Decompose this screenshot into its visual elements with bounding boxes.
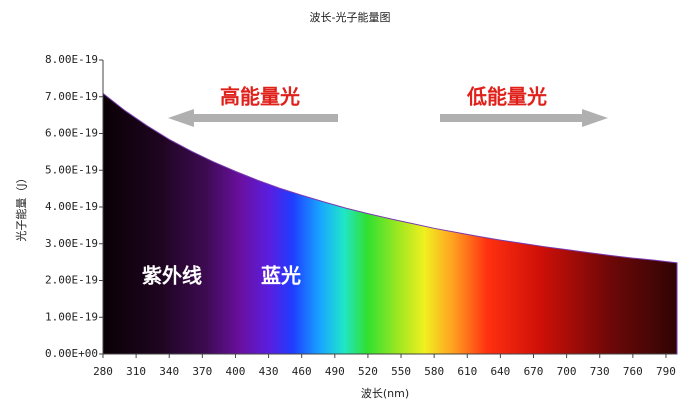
- x-tick-label: 460: [292, 365, 312, 378]
- x-tick-label: 430: [259, 365, 279, 378]
- x-tick-label: 400: [226, 365, 246, 378]
- y-tick-label: 2.00E-19: [45, 274, 98, 287]
- x-tick-label: 340: [159, 365, 179, 378]
- x-tick-label: 730: [590, 365, 610, 378]
- y-tick-label: 7.00E-19: [45, 90, 98, 103]
- annotation: 低能量光: [466, 85, 547, 109]
- y-tick-label: 0.00E+00: [45, 347, 98, 360]
- x-tick-label: 700: [557, 365, 577, 378]
- x-tick-label: 490: [325, 365, 345, 378]
- plot-area: [102, 92, 678, 355]
- x-tick-label: 520: [358, 365, 378, 378]
- y-tick-label: 6.00E-19: [45, 127, 98, 140]
- x-axis-label: 波长(nm): [361, 387, 409, 400]
- annotation: 蓝光: [261, 264, 301, 288]
- x-tick-label: 640: [490, 365, 510, 378]
- x-tick-label: 670: [524, 365, 544, 378]
- area: [102, 92, 678, 355]
- arrows: [168, 109, 608, 127]
- x-tick-label: 580: [424, 365, 444, 378]
- y-tick-label: 5.00E-19: [45, 163, 98, 176]
- annotation: 高能量光: [220, 85, 300, 109]
- chart-title: 波长-光子能量图: [310, 10, 391, 24]
- x-tick-label: 280: [93, 365, 113, 378]
- annotation: 紫外线: [142, 264, 202, 288]
- x-tick-label: 550: [391, 365, 411, 378]
- x-tick-label: 610: [457, 365, 477, 378]
- x-tick-label: 310: [126, 365, 146, 378]
- y-axis-label: 光子能量（J）: [14, 172, 28, 241]
- x-tick-label: 370: [192, 365, 212, 378]
- y-tick-label: 3.00E-19: [45, 237, 98, 250]
- y-tick-label: 4.00E-19: [45, 200, 98, 213]
- y-tick-label: 8.00E-19: [45, 53, 98, 66]
- x-tick-label: 790: [656, 365, 676, 378]
- x-tick-label: 760: [623, 365, 643, 378]
- y-tick-label: 1.00E-19: [45, 310, 98, 323]
